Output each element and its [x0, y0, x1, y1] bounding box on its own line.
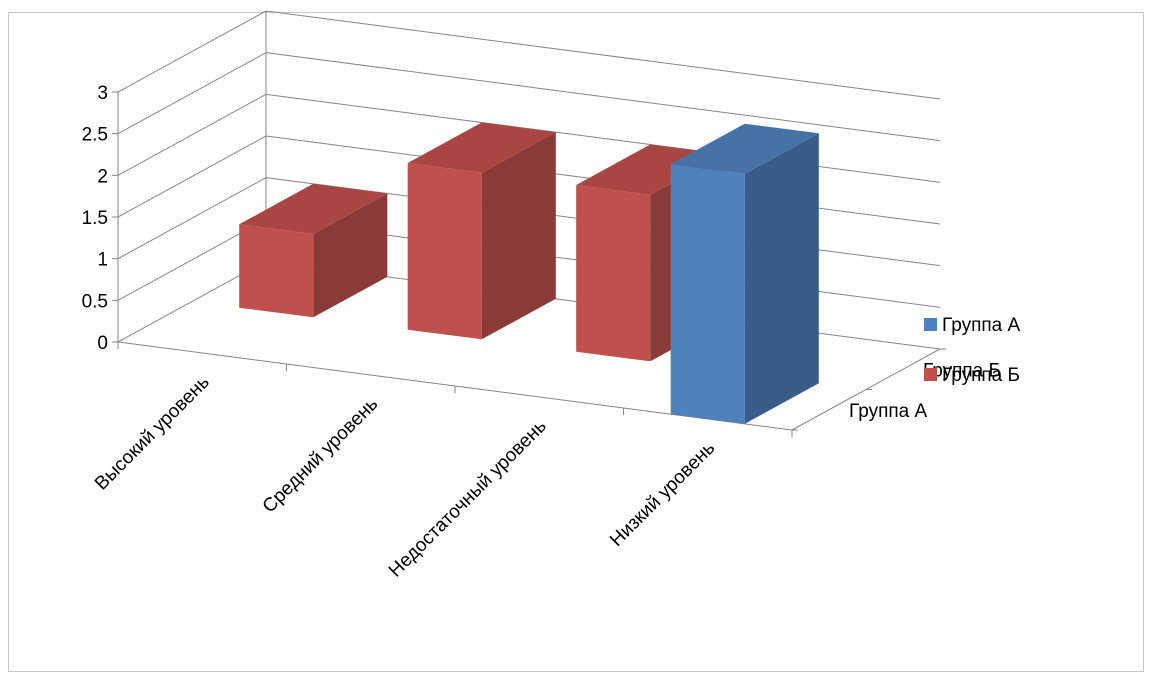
gridline-back	[265, 52, 941, 142]
bar-group-b-0-top	[239, 183, 388, 234]
bar-group-b-0-side	[313, 193, 388, 318]
bar-group-a-3-side	[744, 133, 819, 424]
x-tick-label: Недостаточный уровень	[385, 416, 551, 582]
legend-label-group-b: Группа Б	[942, 365, 1020, 386]
y-tick-label: 2.5	[82, 125, 108, 146]
bar-group-b-2-front	[576, 185, 651, 362]
depth-tick-label: Группа Б	[923, 360, 1001, 381]
gridline-back	[265, 10, 941, 100]
y-tick-label: 0.5	[82, 291, 108, 312]
legend-swatch-group-a	[924, 318, 937, 331]
x-tick-label: Средний уровень	[259, 394, 383, 518]
depth-axis-labels: Группа А Группа Б	[849, 360, 1001, 422]
gridline-back	[265, 93, 941, 183]
bar-group-b-1	[407, 122, 556, 340]
y-tick-label: 0	[97, 333, 108, 354]
x-tick-label: Низкий уровень	[606, 438, 719, 551]
bar-group-a-3	[670, 123, 819, 424]
bar-group-b-0-front	[239, 224, 314, 318]
gridline-side	[117, 10, 267, 93]
x-tick-label: Высокий уровень	[91, 372, 214, 495]
legend-label-group-a: Группа А	[942, 315, 1020, 336]
gridline-side	[117, 135, 267, 218]
y-tick-label: 3	[97, 83, 108, 104]
y-tick-label: 1	[97, 250, 108, 271]
x-tick-labels: Высокий уровень Средний уровень Недостаточ…	[91, 372, 719, 582]
legend: Группа А Группа Б	[924, 315, 1020, 386]
gridline-side	[117, 52, 267, 135]
bar-group-a-3-top	[670, 123, 819, 174]
bar-group-b-1-side	[481, 132, 556, 340]
bar-group-b-0	[239, 183, 388, 318]
chart-frame	[8, 12, 1144, 672]
bars	[239, 122, 819, 424]
legend-swatch-group-b	[924, 368, 937, 381]
gridline-side	[117, 93, 267, 176]
y-tick-labels: 0 0.5 1 1.5 2 2.5 3	[82, 83, 108, 354]
depth-tick-label: Группа А	[849, 401, 927, 422]
bar-group-b-1-front	[407, 163, 482, 340]
bar-group-b-1-top	[407, 122, 556, 173]
bar-group-a-3-front	[670, 164, 745, 424]
y-tick-label: 2	[97, 166, 108, 187]
gridline-side	[117, 177, 267, 260]
y-tick-label: 1.5	[82, 208, 108, 229]
